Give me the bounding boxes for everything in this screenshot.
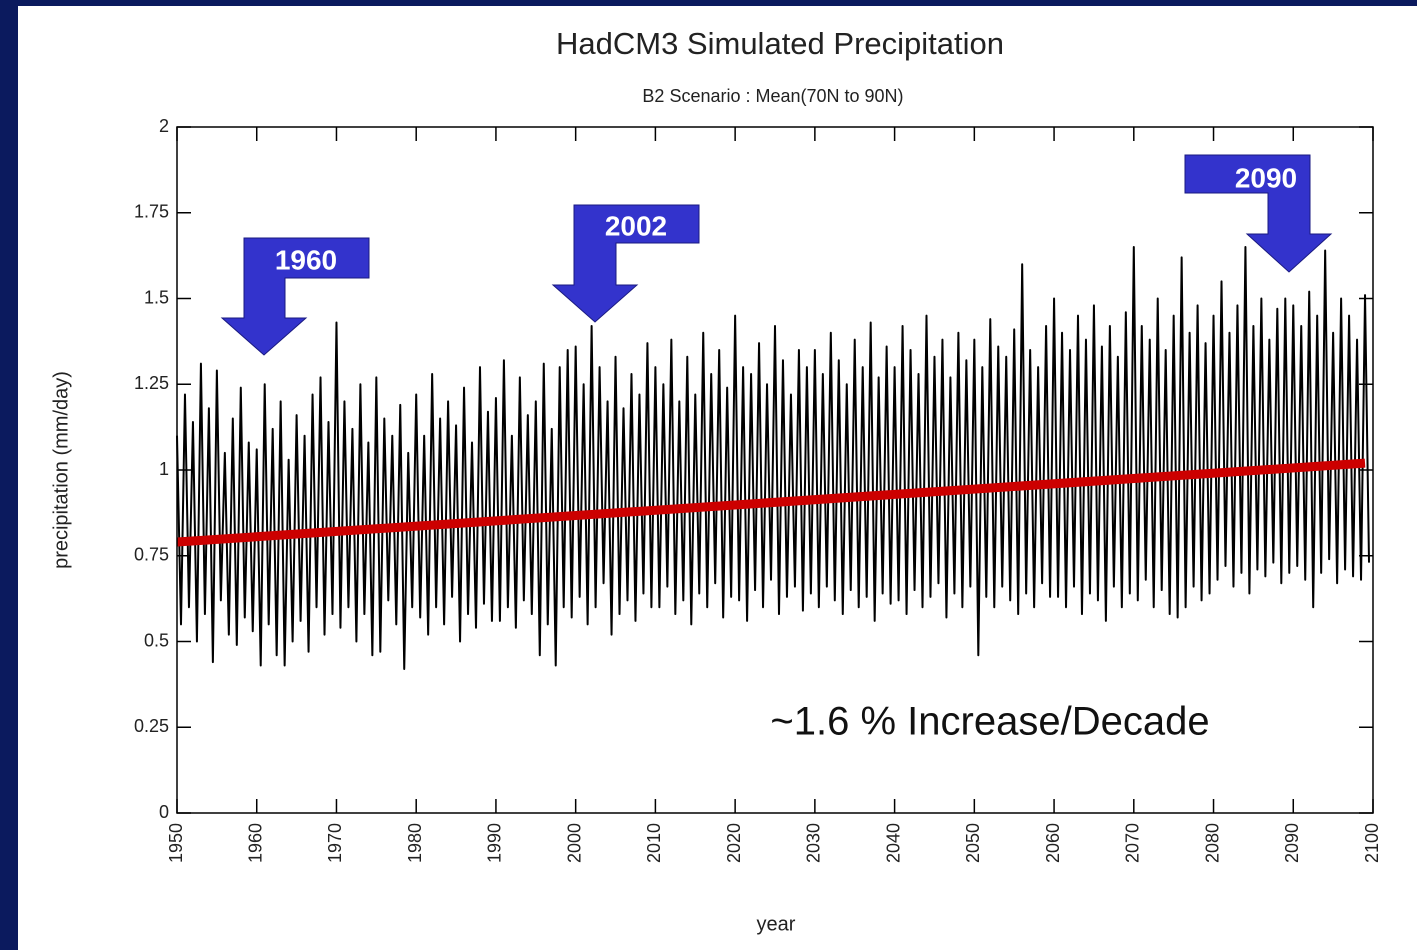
annotation: 2090 xyxy=(1235,162,1297,193)
chart-subtitle: B2 Scenario : Mean(70N to 90N) xyxy=(642,86,903,106)
annotation: 2002 xyxy=(605,210,667,241)
y-tick-label: 0.75 xyxy=(134,545,169,565)
y-tick-label: 0 xyxy=(159,802,169,822)
y-tick-label: 1.5 xyxy=(144,287,169,307)
y-tick-label: 0.5 xyxy=(144,630,169,650)
y-tick-label: 2 xyxy=(159,116,169,136)
x-tick-label: 2040 xyxy=(883,823,903,863)
x-tick-label: 2080 xyxy=(1202,823,1222,863)
x-tick-label: 1980 xyxy=(405,823,425,863)
x-tick-label: 1950 xyxy=(166,823,186,863)
x-tick-label: 2100 xyxy=(1362,823,1382,863)
x-tick-label: 1990 xyxy=(485,823,505,863)
y-axis-label: precipitation (mm/day) xyxy=(50,371,72,569)
data-line xyxy=(176,246,1371,670)
x-tick-label: 2070 xyxy=(1123,823,1143,863)
plot-area: 0 0.25 0.5 0.75 1 1.25 1.5 1.75 2 1950 1960 1970 198… xyxy=(134,116,1382,863)
x-tick-label: 2000 xyxy=(564,823,584,863)
arrow xyxy=(1184,154,1333,273)
x-tick-label: 2090 xyxy=(1282,823,1302,863)
y-tick-label: 1.75 xyxy=(134,202,169,222)
x-tick-label: 2030 xyxy=(804,823,824,863)
x-tick-label: 2060 xyxy=(1043,823,1063,863)
arrow xyxy=(220,237,370,356)
x-tick-label: 2020 xyxy=(724,823,744,863)
arrow xyxy=(551,204,700,323)
x-tick-label: 2010 xyxy=(644,823,664,863)
y-tick-label: 1 xyxy=(159,459,169,479)
annotation: ~1.6 % Increase/Decade xyxy=(770,700,1209,744)
y-tick-label: 1.25 xyxy=(134,373,169,393)
y-tick-label: 0.25 xyxy=(134,716,169,736)
x-tick-label: 1960 xyxy=(245,823,265,863)
x-axis-label: year xyxy=(757,913,796,935)
x-tick-label: 2050 xyxy=(963,823,983,863)
trend-line xyxy=(176,458,1366,547)
x-tick-label: 1970 xyxy=(325,823,345,863)
annotation: 1960 xyxy=(275,244,337,275)
chart-title: HadCM3 Simulated Precipitation xyxy=(556,26,1004,61)
